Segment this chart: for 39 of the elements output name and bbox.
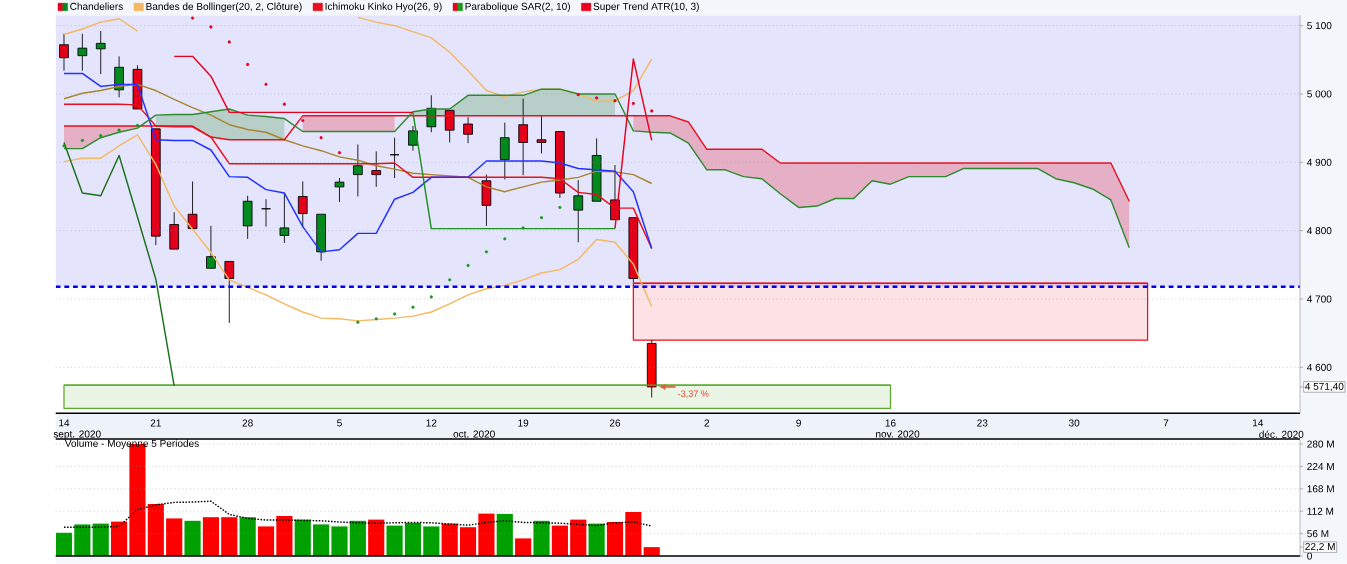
legend-label: Ichimoku Kinko Hyo(26, 9) [325, 2, 442, 13]
x-tick-label: 7 [1163, 419, 1169, 427]
y-tick-label: 4 571,40 [1305, 382, 1344, 392]
x-tick-label: 14 [59, 419, 70, 427]
legend-label: Parabolique SAR(2, 10) [465, 2, 570, 13]
x-tick-label: 12 [426, 419, 437, 427]
x-tick-label: 19 [518, 419, 529, 427]
y-tick-label: 5 100 [1307, 22, 1332, 30]
x2-tick-label: oct. 2020 [453, 430, 495, 438]
x-tick-label: 28 [242, 419, 253, 427]
y-tick-label: 4 600 [1307, 363, 1332, 372]
y-tick-label: 112 M [1307, 507, 1334, 515]
x-tick-label: 2 [704, 419, 710, 427]
x-tick-label: 23 [977, 419, 988, 427]
y-tick-label: 4 900 [1307, 158, 1332, 167]
x-tick-label: 5 [337, 419, 342, 427]
x-tick-label: 14 [1252, 419, 1264, 427]
y-tick-label: 280 M [1307, 440, 1334, 448]
x-tick-label: 26 [609, 419, 621, 427]
y-tick-label: 0 [1307, 552, 1312, 560]
y-tick-label: 56 M [1307, 530, 1329, 538]
x-tick-label: 21 [150, 419, 161, 427]
x-tick-label: 16 [885, 419, 896, 427]
y-tick-label: 168 M [1307, 485, 1334, 493]
y-tick-label: 5 000 [1307, 90, 1332, 98]
y-tick-label: 22,2 M [1305, 543, 1335, 552]
annotation: -3,37 % [678, 390, 709, 399]
x2-tick-label: sept. 2020 [53, 430, 101, 440]
x-tick-label: 30 [1068, 419, 1080, 427]
legend-label: Super Trend ATR(10, 3) [593, 2, 699, 13]
y-tick-label: 224 M [1307, 463, 1334, 471]
x2-tick-label: déc. 2020 [1259, 430, 1304, 439]
x-tick-label: 9 [796, 419, 801, 427]
legend-label: Chandeliers [70, 2, 123, 11]
legend-label: Bandes de Bollinger(20, 2, Clôture) [146, 2, 302, 13]
y-tick-label: 4 800 [1307, 227, 1332, 235]
x2-tick-label: nov. 2020 [876, 430, 920, 438]
y-tick-label: 4 700 [1307, 295, 1332, 303]
chart-title: Volume - Moyenne 5 Periodes [64, 439, 199, 450]
